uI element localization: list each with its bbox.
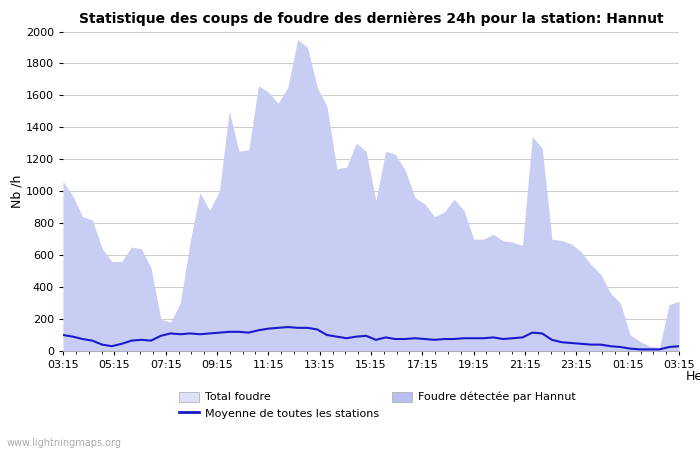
Text: Heure: Heure [686,370,700,383]
Legend: Total foudre, Moyenne de toutes les stations, Foudre détectée par Hannut: Total foudre, Moyenne de toutes les stat… [179,392,576,419]
Y-axis label: Nb /h: Nb /h [10,175,23,208]
Title: Statistique des coups de foudre des dernières 24h pour la station: Hannut: Statistique des coups de foudre des dern… [78,12,664,26]
Text: www.lightningmaps.org: www.lightningmaps.org [7,438,122,448]
